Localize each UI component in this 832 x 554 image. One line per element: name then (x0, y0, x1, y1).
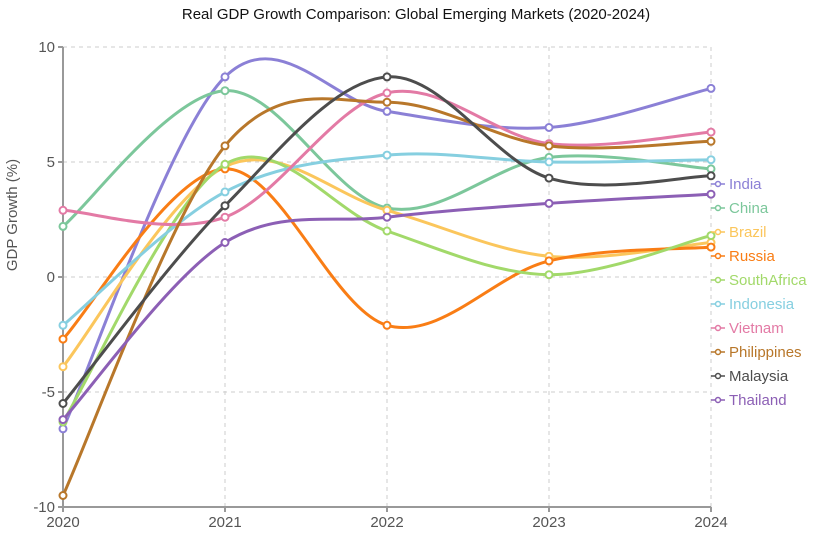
data-point (58, 334, 68, 344)
legend-swatch-marker (714, 204, 722, 212)
legend-item-philippines: Philippines (711, 344, 802, 361)
data-point (706, 83, 716, 93)
legend-label: Vietnam (729, 320, 784, 337)
data-point (382, 320, 392, 330)
data-point (220, 212, 230, 222)
data-point (58, 205, 68, 215)
y-tick-label: 5 (47, 154, 55, 171)
legend-label: SouthAfrica (729, 272, 807, 289)
data-point (706, 136, 716, 146)
data-point (220, 141, 230, 151)
data-point (220, 86, 230, 96)
data-point (58, 491, 68, 500)
x-tick-label: 2021 (208, 514, 241, 531)
legend-label: India (729, 176, 762, 193)
data-point (382, 212, 392, 222)
legend-label: Indonesia (729, 296, 795, 313)
y-tick-label: 0 (47, 269, 55, 286)
data-point (58, 415, 68, 425)
series-malaysia (58, 72, 716, 408)
legend-item-southafrica: SouthAfrica (711, 272, 807, 289)
series-thailand (58, 189, 716, 425)
y-tick-label: -5 (42, 384, 55, 401)
legend-swatch-marker (714, 228, 722, 236)
legend: India China Brazil Russia SouthAfrica Indones… (711, 176, 807, 409)
legend-item-brazil: Brazil (711, 224, 767, 241)
data-point (220, 201, 230, 211)
legend-item-india: India (711, 176, 762, 193)
legend-label: Malaysia (729, 368, 789, 385)
data-point (706, 242, 716, 252)
data-point (220, 238, 230, 247)
data-point (706, 171, 716, 181)
legend-label: Thailand (729, 392, 787, 409)
data-point (706, 231, 716, 241)
data-point (58, 399, 68, 408)
y-axis-label: GDP Growth (%) (4, 159, 21, 271)
legend-item-malaysia: Malaysia (711, 368, 789, 385)
series-philippines (58, 97, 716, 500)
series-line (61, 75, 712, 405)
x-tick-label: 2024 (694, 514, 727, 531)
data-point (58, 320, 68, 330)
data-point (220, 187, 230, 197)
legend-swatch-marker (714, 324, 722, 332)
legend-swatch-marker (714, 180, 722, 188)
legend-label: Philippines (729, 344, 802, 361)
data-point (382, 88, 392, 98)
legend-label: Brazil (729, 224, 767, 241)
data-point (58, 221, 68, 231)
data-point (706, 155, 716, 165)
legend-swatch-marker (714, 300, 722, 308)
data-point (544, 256, 554, 266)
data-point (382, 97, 392, 107)
data-point (58, 362, 68, 372)
data-point (544, 198, 554, 208)
x-tick-label: 2022 (370, 514, 403, 531)
axes: -10 -5 0 5 10 2020 2021 2022 2023 2024 (33, 39, 727, 531)
data-point (544, 270, 554, 280)
series-line (61, 192, 712, 421)
legend-label: Russia (729, 248, 776, 265)
y-tick-label: -10 (33, 499, 55, 516)
series-line (61, 155, 712, 423)
data-point (706, 127, 716, 137)
legend-item-china: China (711, 200, 769, 217)
legend-swatch-marker (714, 276, 722, 284)
data-point (544, 141, 554, 151)
data-point (382, 72, 392, 82)
chart-title: Real GDP Growth Comparison: Global Emerg… (182, 6, 650, 23)
legend-swatch-marker (714, 348, 722, 356)
data-point (220, 159, 230, 169)
series-line (61, 97, 712, 497)
x-tick-label: 2020 (46, 514, 79, 531)
series-indonesia (58, 150, 716, 330)
data-point (706, 189, 716, 199)
legend-swatch-marker (714, 372, 722, 380)
series-line (61, 167, 712, 341)
data-point (382, 150, 392, 160)
legend-swatch-marker (714, 396, 722, 404)
data-point (382, 226, 392, 236)
series-line (62, 152, 712, 327)
legend-label: China (729, 200, 769, 217)
data-point (220, 72, 230, 82)
legend-item-indonesia: Indonesia (711, 296, 795, 313)
legend-swatch-marker (714, 252, 722, 260)
series-line (62, 89, 712, 228)
series-group (58, 57, 716, 500)
x-tick-label: 2023 (532, 514, 565, 531)
data-point (544, 123, 554, 132)
data-point (544, 157, 554, 167)
legend-item-russia: Russia (711, 248, 776, 265)
legend-item-vietnam: Vietnam (711, 320, 784, 337)
data-point (544, 173, 554, 183)
legend-item-thailand: Thailand (711, 392, 787, 409)
data-point (382, 106, 392, 116)
series-line (61, 158, 712, 368)
y-tick-label: 10 (38, 39, 55, 56)
